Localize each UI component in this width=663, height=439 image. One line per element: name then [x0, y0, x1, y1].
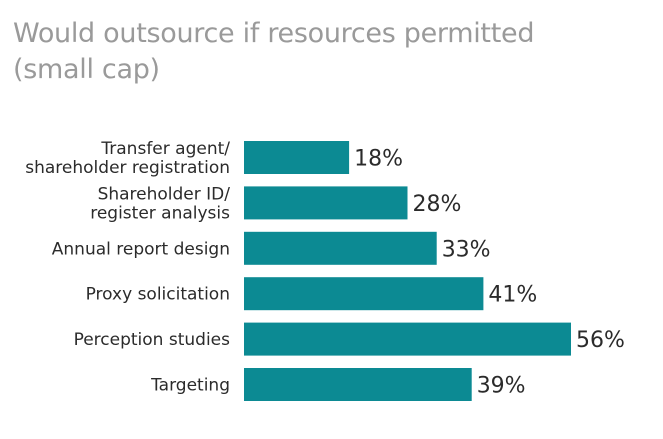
- value-label-4: 56%: [576, 328, 625, 353]
- category-label-2-line-0: Annual report design: [52, 239, 230, 259]
- category-label-1-line-1: register analysis: [90, 203, 230, 223]
- value-label-0: 18%: [354, 147, 403, 172]
- bar-4: [244, 322, 571, 356]
- bar-0: [244, 141, 350, 174]
- bars-group: 18% Transfer agent/shareholder registrati…: [25, 139, 625, 401]
- category-label-4-line-0: Perception studies: [74, 330, 231, 350]
- bar-1: [244, 186, 408, 220]
- category-label-0-line-1: shareholder registration: [25, 158, 230, 178]
- value-label-2: 33%: [442, 237, 491, 262]
- chart-title-line-2: (small cap): [13, 54, 160, 85]
- value-label-5: 39%: [477, 374, 526, 399]
- value-label-1: 28%: [413, 192, 462, 217]
- bar-2: [244, 231, 437, 265]
- category-label-3-line-0: Proxy solicitation: [86, 285, 230, 305]
- category-label-0-line-0: Transfer agent/: [100, 139, 230, 159]
- bar-5: [244, 368, 472, 401]
- category-label-1-line-0: Shareholder ID/: [98, 184, 231, 204]
- category-label-5-line-0: Targeting: [150, 376, 230, 396]
- bar-3: [244, 277, 484, 311]
- chart-title-line-1: Would outsource if resources permitted: [13, 18, 535, 49]
- value-label-3: 41%: [488, 283, 537, 308]
- chart-title: Would outsource if resources permitted (…: [13, 16, 653, 88]
